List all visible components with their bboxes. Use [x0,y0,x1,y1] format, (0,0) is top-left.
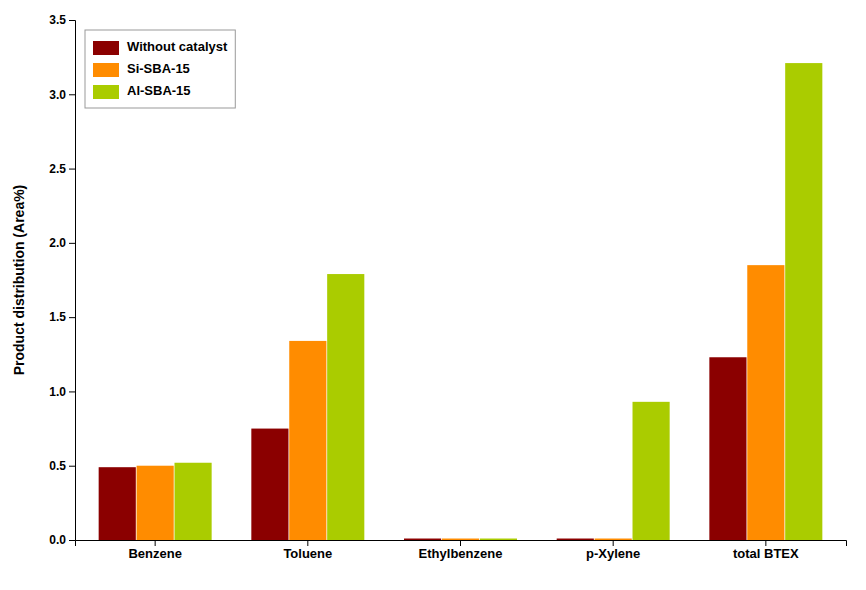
y-tick-mark [69,20,75,21]
x-tick-label: Toluene [283,546,332,561]
y-tick-mark [69,243,75,244]
legend-box [85,30,235,108]
bar [747,265,784,540]
bar [709,357,746,540]
series [99,357,747,540]
legend-label: Without catalyst [127,39,228,54]
y-tick-label: 2.5 [49,162,66,176]
bar [442,539,479,540]
legend: Without catalyst Si-SBA-15 Al-SBA-15 [85,30,235,108]
y-tick: 1.5 [49,310,75,324]
y-tick-label: 3.0 [49,88,66,102]
y-tick: 1.0 [49,385,75,399]
x-tick-mark [613,540,614,546]
y-tick-mark [69,169,75,170]
y-tick-mark [69,94,75,95]
bar [480,539,517,540]
x-tick-label: Ethylbenzene [419,546,503,561]
y-tick: 3.5 [49,13,75,27]
bars [99,63,823,540]
bar [633,402,670,540]
x-tick-label: p-Xylene [586,546,640,561]
x-tick-mark [155,540,156,546]
series [174,63,822,540]
y-tick-label: 0.5 [49,459,66,473]
legend-label: Si-SBA-15 [127,61,190,76]
x-axis-line [76,541,847,547]
y-axis-title: Product distribution (Area%) [11,185,27,376]
x-tick: p-Xylene [586,540,640,561]
x-tick-label: total BTEX [733,546,799,561]
bar [557,539,594,540]
y-tick-label: 0.0 [49,533,66,547]
y-tick-mark [69,540,75,541]
y-tick: 0.5 [49,459,75,473]
plot: Benzene Toluene Ethylbenzene p-Xylene total … [49,13,846,561]
x-tick-mark [307,540,308,546]
y-tick: 2.0 [49,236,75,250]
bar [251,429,288,540]
y-tick-label: 1.5 [49,310,66,324]
legend-swatch [93,85,119,99]
series [137,265,785,540]
x-axis: Benzene Toluene Ethylbenzene p-Xylene total … [76,540,847,561]
legend-swatch [93,63,119,77]
y-tick: 0.0 [49,533,75,547]
bar [137,466,174,540]
bar [327,274,364,540]
x-tick-label: Benzene [128,546,181,561]
y-tick-label: 1.0 [49,385,66,399]
bar [99,467,136,540]
y-tick: 3.0 [49,88,75,102]
bar [174,463,211,540]
x-tick: Ethylbenzene [419,540,503,561]
legend-label: Al-SBA-15 [127,83,191,98]
bar [289,341,326,540]
x-tick: Toluene [283,540,332,561]
bar [404,539,441,540]
y-axis-line [69,21,76,541]
x-tick-mark [460,540,461,546]
y-tick-label: 2.0 [49,236,66,250]
y-tick-mark [69,466,75,467]
y-tick: 2.5 [49,162,75,176]
legend-item: Al-SBA-15 [93,83,191,99]
y-tick-mark [69,391,75,392]
bar [595,539,632,540]
bar [785,63,822,540]
x-tick: total BTEX [733,540,799,561]
y-tick-mark [69,317,75,318]
legend-item: Si-SBA-15 [93,61,190,77]
x-tick: Benzene [128,540,181,561]
legend-swatch [93,41,119,55]
y-tick-label: 3.5 [49,13,66,27]
y-axis: 0.0 0.5 1.0 1.5 2.0 2.5 3.0 3.5 [49,13,75,547]
x-tick-mark [765,540,766,546]
legend-item: Without catalyst [93,39,228,55]
chart: Benzene Toluene Ethylbenzene p-Xylene total … [0,0,866,590]
